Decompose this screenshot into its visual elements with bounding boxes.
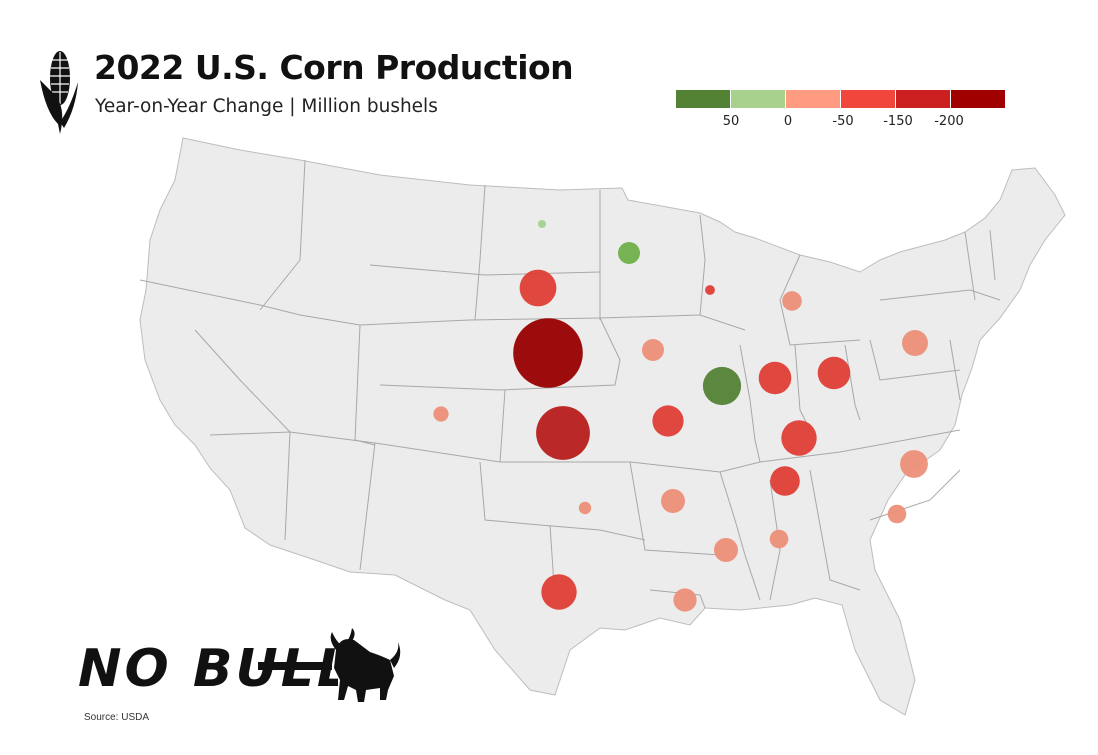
- bubble-mo: [652, 405, 684, 437]
- bubble-la: [673, 588, 697, 612]
- legend-swatch-3: [786, 90, 840, 108]
- map-title: 2022 U.S. Corn Production: [94, 48, 574, 87]
- no-bull-logo: NO BULL: [78, 639, 338, 699]
- bubble-nd: [538, 220, 546, 228]
- bubble-ok: [578, 501, 592, 515]
- legend-tick-1: 50: [722, 114, 740, 129]
- legend-swatch-6: [951, 90, 1005, 108]
- map-subtitle: Year-on-Year Change | Million bushels: [95, 96, 438, 117]
- bubble-nc: [900, 450, 928, 478]
- bull-icon: [330, 628, 401, 702]
- source-note: Source: USDA: [84, 712, 150, 723]
- legend-swatch-2: [731, 90, 785, 108]
- bubble-pa: [902, 330, 928, 356]
- bubble-ms: [714, 538, 738, 562]
- legend-tick-3: -50: [832, 114, 854, 129]
- bubble-oh: [817, 356, 851, 390]
- bubble-ia: [642, 339, 664, 361]
- bubble-in: [758, 361, 792, 395]
- bubble-sd: [519, 269, 557, 307]
- bubble-tn: [770, 466, 800, 496]
- legend-tick-2: 0: [783, 114, 793, 129]
- bubble-mi: [782, 291, 802, 311]
- bubble-co: [433, 406, 449, 422]
- legend-tick-4: -150: [883, 114, 913, 129]
- bubble-mn: [618, 242, 640, 264]
- bubble-ks: [536, 406, 590, 460]
- bubble-ar: [661, 489, 685, 513]
- legend-tick-5: -200: [934, 114, 964, 129]
- corn-icon: [40, 51, 78, 134]
- bubble-il: [702, 366, 742, 406]
- bubble-tx: [541, 574, 577, 610]
- legend-swatch-1: [676, 90, 730, 108]
- bubble-wi: [705, 285, 715, 295]
- us-land: [139, 137, 1066, 716]
- bubble-layer: [433, 220, 928, 612]
- bubble-al: [769, 529, 789, 549]
- logo-dash: [258, 662, 332, 670]
- bubble-ky: [781, 420, 817, 456]
- bubble-sc: [887, 504, 907, 524]
- legend-swatch-4: [841, 90, 895, 108]
- bubble-ne: [513, 318, 583, 388]
- legend-swatch-5: [896, 90, 950, 108]
